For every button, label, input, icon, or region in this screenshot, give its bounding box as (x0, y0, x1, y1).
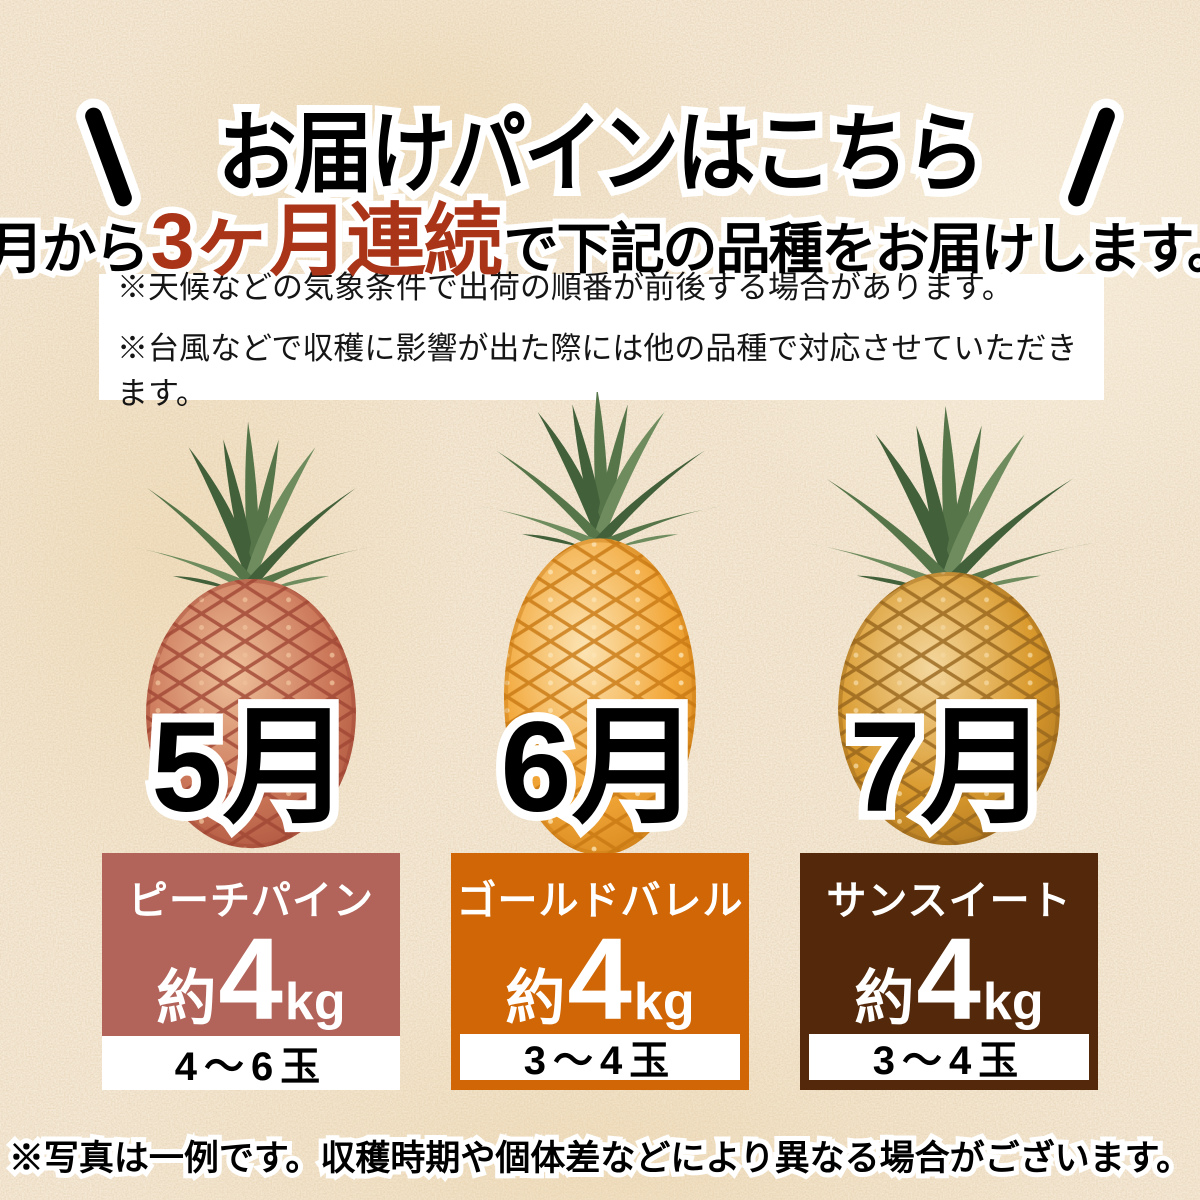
pineapple-photo-gold-barrel (478, 392, 723, 856)
page-title-outline: お届けパインはこちら (210, 96, 992, 211)
subtitle-suffix: で下記の品種をお届けします。 で下記の品種をお届けします。 (498, 212, 1200, 286)
page-title-text: お届けパインはこちら (217, 103, 985, 203)
weight-about: 約 (505, 965, 566, 1032)
variety-name: ピーチパイン (128, 879, 374, 923)
product-column-may: 5月 5月 ピーチパイン 約 4 kg 4〜6玉 (102, 392, 400, 1092)
notice-box: ※天候などの気象条件で出荷の順番が前後する場合があります。 ※台風などで収穫に影… (99, 270, 1104, 411)
products-row: 5月 5月 ピーチパイン 約 4 kg 4〜6玉 (102, 392, 1098, 1092)
month-label-may: 5月 5月 (142, 695, 359, 841)
notice-line-2: ※台風などで収穫に影響が出た際には他の品種で対応させていただきます。 (117, 330, 1078, 411)
pineapple-crown (478, 392, 723, 550)
month-label-july: 7月 7月 (840, 695, 1057, 841)
pineapple-photo-peach-pine (129, 421, 374, 849)
count-label: 3〜4玉 (523, 1039, 677, 1083)
info-box-peach-pine: ピーチパイン 約 4 kg 4〜6玉 (102, 853, 400, 1090)
pineapple-fruit (504, 538, 696, 856)
weight-value: 4 (916, 914, 980, 1044)
count-strip: 3〜4玉 (809, 1034, 1089, 1083)
page-title: お届けパインはこちら お届けパインはこちら (210, 96, 992, 211)
weight-unit: kg (982, 973, 1044, 1031)
count-strip: 3〜4玉 (460, 1034, 740, 1083)
title-banner: お届けパインはこちら お届けパインはこちら (0, 44, 1200, 263)
subtitle-highlight: 3ヶ月連続 3ヶ月連続 (144, 190, 509, 292)
count-label: 3〜4玉 (872, 1039, 1026, 1083)
count-strip: 4〜6玉 (102, 1036, 400, 1090)
product-column-july: 7月 7月 サンスイート 約 4 kg 3〜4玉 (800, 392, 1098, 1092)
weight-about: 約 (156, 965, 217, 1032)
pineapple-crown (805, 405, 1094, 594)
pineapple-photo-sun-sweet (805, 405, 1094, 846)
variety-name: サンスイート (826, 879, 1072, 923)
weight-about: 約 (854, 965, 915, 1032)
pineapple-fruit (146, 578, 356, 849)
pineapple-crown (129, 421, 374, 592)
product-column-june: 6月 6月 ゴールドバレル 約 4 kg 3〜4玉 (451, 392, 749, 1092)
weight-unit: kg (284, 973, 346, 1031)
weight: 約 4 kg (102, 914, 400, 1044)
subtitle-prefix: 5月から 5月から (0, 212, 156, 286)
count-label: 4〜6玉 (174, 1045, 328, 1089)
weight-value: 4 (218, 914, 282, 1044)
weight-unit: kg (633, 973, 695, 1031)
weight: 約 4 kg (800, 914, 1098, 1044)
month-label-june: 6月 6月 (491, 695, 708, 841)
notice-line-1: ※天候などの気象条件で出荷の順番が前後する場合があります。 (117, 269, 1013, 305)
variety-name: ゴールドバレル (456, 879, 744, 923)
footnote: ※写真は一例です。収穫時期や個体差などにより異なる場合がございます。 ※写真は一… (4, 1134, 1196, 1183)
info-box-gold-barrel: ゴールドバレル 約 4 kg 3〜4玉 (451, 853, 749, 1090)
pineapple-fruit (838, 572, 1060, 846)
weight: 約 4 kg (451, 914, 749, 1044)
subtitle: 5月から 5月から 3ヶ月連続 3ヶ月連続 で下記の品種をお届けします。 で下記… (0, 176, 1200, 292)
info-box-sun-sweet: サンスイート 約 4 kg 3〜4玉 (800, 853, 1098, 1090)
weight-value: 4 (567, 914, 631, 1044)
